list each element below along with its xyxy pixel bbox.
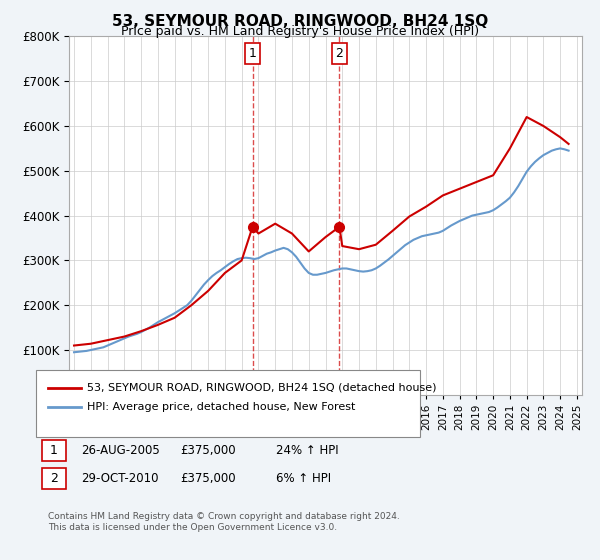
Text: 53, SEYMOUR ROAD, RINGWOOD, BH24 1SQ: 53, SEYMOUR ROAD, RINGWOOD, BH24 1SQ [112, 14, 488, 29]
Text: HPI: Average price, detached house, New Forest: HPI: Average price, detached house, New … [87, 402, 355, 412]
Text: 2: 2 [335, 47, 343, 60]
Text: 53, SEYMOUR ROAD, RINGWOOD, BH24 1SQ (detached house): 53, SEYMOUR ROAD, RINGWOOD, BH24 1SQ (de… [87, 382, 437, 393]
Text: Contains HM Land Registry data © Crown copyright and database right 2024.
This d: Contains HM Land Registry data © Crown c… [48, 512, 400, 532]
Text: £375,000: £375,000 [180, 444, 236, 457]
Text: 2: 2 [50, 472, 58, 485]
Text: 29-OCT-2010: 29-OCT-2010 [81, 472, 158, 485]
Text: 26-AUG-2005: 26-AUG-2005 [81, 444, 160, 457]
Text: Price paid vs. HM Land Registry's House Price Index (HPI): Price paid vs. HM Land Registry's House … [121, 25, 479, 38]
Text: £375,000: £375,000 [180, 472, 236, 485]
Text: 1: 1 [248, 47, 257, 60]
Text: 6% ↑ HPI: 6% ↑ HPI [276, 472, 331, 485]
Text: 24% ↑ HPI: 24% ↑ HPI [276, 444, 338, 457]
Text: 1: 1 [50, 444, 58, 457]
